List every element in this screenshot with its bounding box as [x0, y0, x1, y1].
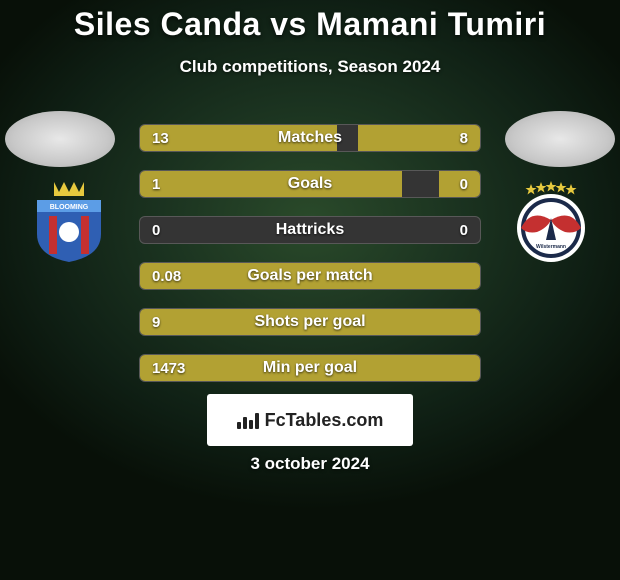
crown-icon	[54, 182, 84, 196]
stat-row: Hattricks0 0	[139, 216, 481, 244]
bar-left-fill	[140, 263, 480, 289]
stat-value-right: 0	[460, 217, 468, 243]
badge-text: Blooming	[50, 204, 89, 211]
stars-row	[526, 181, 577, 195]
stat-value-left: 0	[152, 217, 160, 243]
bar-chart-icon	[237, 411, 259, 429]
bar-left-fill	[140, 355, 480, 381]
badge-text: Wilstermann	[536, 244, 566, 250]
stat-label: Hattricks	[140, 217, 480, 243]
stat-row: Matches138	[139, 124, 481, 152]
date-text: 3 october 2024	[0, 454, 620, 474]
brand-badge: FcTables.com	[207, 394, 413, 446]
club-badge-right: Wilstermann	[501, 178, 601, 264]
stat-row: Goals per match0.08	[139, 262, 481, 290]
page-title: Siles Canda vs Mamani Tumiri	[0, 6, 620, 43]
stat-bars: Matches138 Goals10 Hattricks0 0 Goals per ma…	[139, 124, 481, 400]
player-silhouette-left	[5, 111, 115, 167]
bar-left-fill	[140, 309, 480, 335]
bar-right-fill	[358, 125, 480, 151]
shield-ball	[59, 222, 79, 242]
player-silhouette-right	[505, 111, 615, 167]
stat-row: Min per goal1473	[139, 354, 481, 382]
bar-left-fill	[140, 125, 337, 151]
stat-row: Goals10	[139, 170, 481, 198]
bar-left-fill	[140, 171, 402, 197]
stat-row: Shots per goal9	[139, 308, 481, 336]
shield-stripe	[49, 216, 57, 254]
content: Siles Canda vs Mamani Tumiri Club compet…	[0, 0, 620, 580]
brand-text: FcTables.com	[265, 410, 384, 431]
club-badge-left: Blooming	[19, 178, 119, 264]
subtitle: Club competitions, Season 2024	[0, 57, 620, 77]
bar-right-fill	[439, 171, 480, 197]
shield-stripe	[81, 216, 89, 254]
